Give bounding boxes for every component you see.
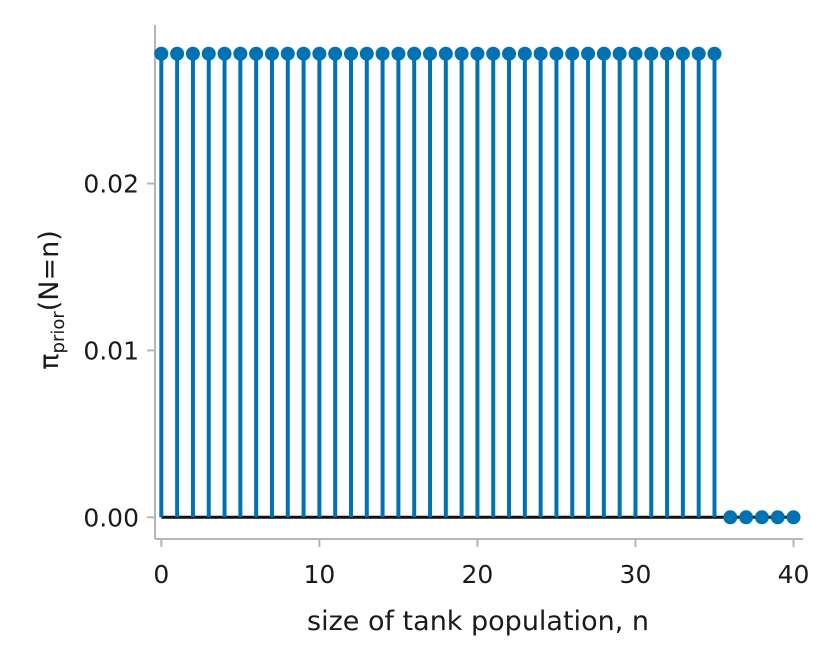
stem-marker	[423, 46, 438, 61]
axes	[154, 25, 803, 540]
stem-marker	[296, 46, 311, 61]
stems	[159, 53, 717, 518]
stem-marker	[249, 46, 264, 61]
stem-marker	[201, 46, 216, 61]
stem-marker	[581, 46, 596, 61]
y-tick-label: 0.00	[83, 503, 139, 532]
stem-marker	[486, 46, 501, 61]
stem-marker	[470, 46, 485, 61]
stem-marker	[407, 46, 422, 61]
stem-marker	[549, 46, 564, 61]
stem-marker	[565, 46, 580, 61]
stem-marker	[644, 46, 659, 61]
stem-marker	[185, 46, 200, 61]
stem-marker	[170, 46, 185, 61]
y-tick-label: 0.02	[83, 170, 139, 199]
stem-marker	[312, 46, 327, 61]
stem-marker	[264, 46, 279, 61]
stem-marker	[343, 46, 358, 61]
stem-marker	[438, 46, 453, 61]
stem-marker	[786, 510, 801, 525]
stem-marker	[154, 46, 169, 61]
stem-marker	[328, 46, 343, 61]
ticks: 0 10 20 30 40 0.00 0.01 0.02	[83, 170, 809, 589]
x-tick-label: 10	[303, 560, 335, 589]
stem-marker	[391, 46, 406, 61]
stem-marker	[375, 46, 390, 61]
x-axis-label: size of tank population, n	[307, 606, 649, 637]
markers	[154, 46, 801, 525]
stem-marker	[233, 46, 248, 61]
stem-marker	[739, 510, 754, 525]
y-tick-label: 0.01	[83, 336, 139, 365]
y-axis-label: πprior(N=n)	[34, 230, 69, 370]
y-axis-label-subscript: prior	[48, 311, 69, 354]
x-tick-label: 30	[620, 560, 652, 589]
y-axis-label-suffix: (N=n)	[34, 230, 65, 311]
stem-marker	[454, 46, 469, 61]
stem-marker	[533, 46, 548, 61]
stem-marker	[280, 46, 295, 61]
stem-marker	[754, 510, 769, 525]
stem-marker	[770, 510, 785, 525]
stem-marker	[517, 46, 532, 61]
stem-marker	[675, 46, 690, 61]
stem-marker	[217, 46, 232, 61]
stem-marker	[628, 46, 643, 61]
stem-marker	[359, 46, 374, 61]
stem-marker	[723, 510, 738, 525]
stem-marker	[660, 46, 675, 61]
stem-marker	[707, 46, 722, 61]
stem-marker	[691, 46, 706, 61]
stem-marker	[612, 46, 627, 61]
x-tick-label: 20	[462, 560, 494, 589]
y-axis-label-base: π	[34, 353, 65, 369]
stem-marker	[502, 46, 517, 61]
x-tick-label: 0	[153, 560, 169, 589]
stem-marker	[596, 46, 611, 61]
x-tick-label: 40	[778, 560, 810, 589]
